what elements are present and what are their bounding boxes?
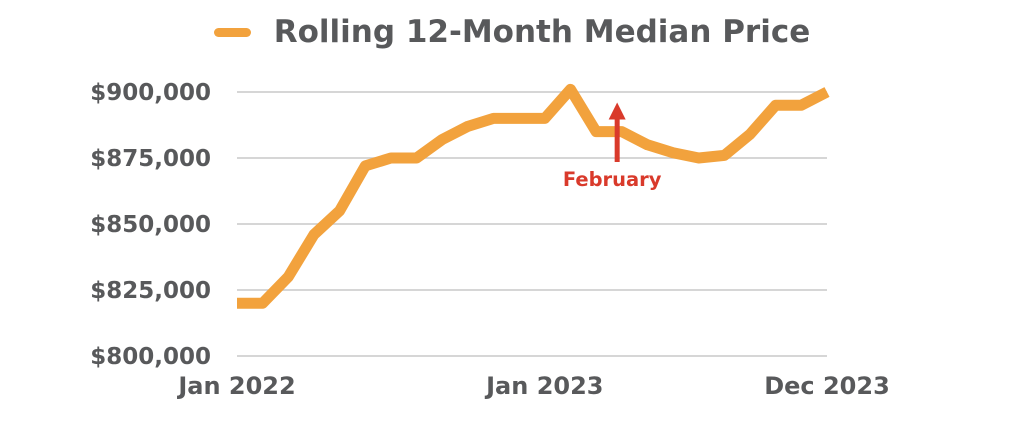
x-axis-label: Jan 2022	[176, 372, 295, 400]
chart-title: Rolling 12-Month Median Price	[273, 14, 811, 50]
y-axis-label: $900,000	[90, 80, 211, 106]
annotation-label: February	[563, 168, 662, 191]
median-price-line	[237, 83, 830, 309]
annotation-arrow-head	[608, 102, 626, 120]
x-axis-label: Dec 2023	[764, 372, 890, 400]
y-axis-label: $850,000	[90, 212, 211, 238]
y-axis-label: $800,000	[90, 344, 211, 370]
y-axis-label: $825,000	[90, 278, 211, 304]
y-axis-label: $875,000	[90, 146, 211, 172]
legend-line-swatch	[213, 27, 251, 37]
chart-legend: Rolling 12-Month Median Price	[0, 10, 1024, 54]
x-axis-label: Jan 2023	[484, 372, 603, 400]
